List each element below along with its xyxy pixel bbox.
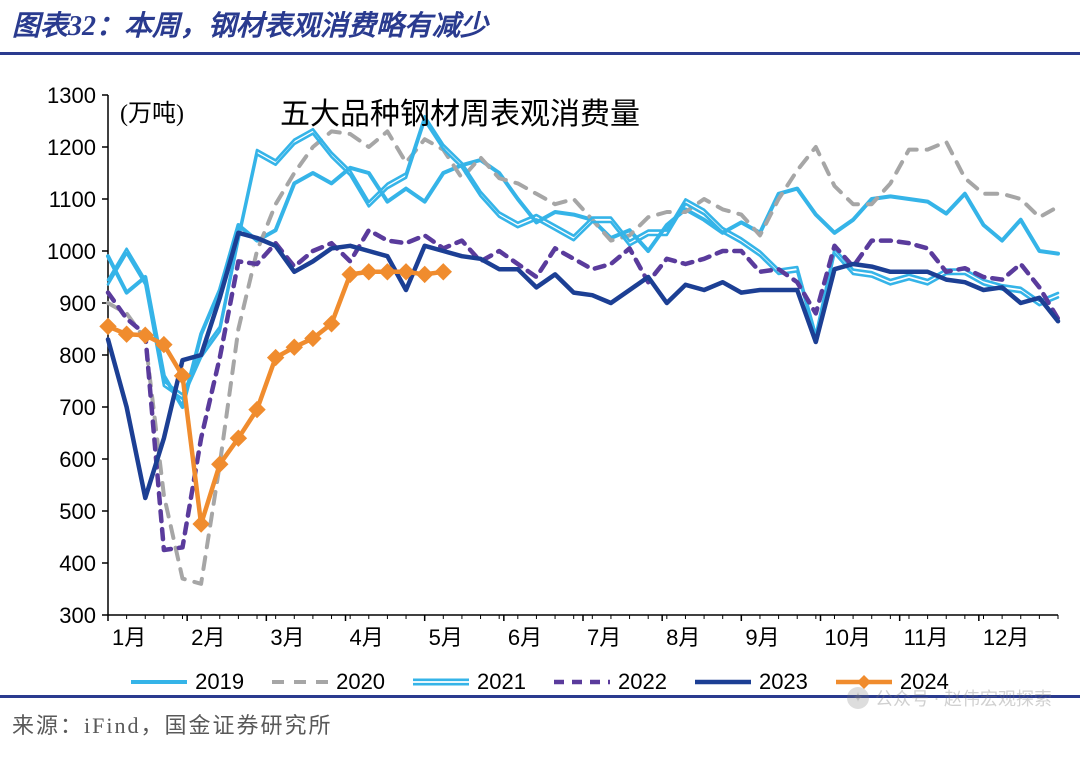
svg-text:800: 800 bbox=[59, 343, 96, 368]
legend-swatch bbox=[554, 671, 610, 693]
svg-text:1月: 1月 bbox=[112, 625, 146, 650]
svg-text:11月: 11月 bbox=[904, 625, 949, 650]
legend-swatch bbox=[131, 671, 187, 693]
svg-text:900: 900 bbox=[59, 291, 96, 316]
legend-swatch bbox=[695, 671, 751, 693]
figure-header-text: 图表32：本周，钢材表观消费略有减少 bbox=[12, 11, 488, 42]
svg-text:4月: 4月 bbox=[350, 625, 384, 650]
chart-title: 五大品种钢材周表观消费量 bbox=[280, 89, 640, 133]
watermark: ✦ 公众号 · 赵伟宏观探索 bbox=[847, 685, 1052, 711]
legend-item-2023: 2023 bbox=[695, 669, 808, 695]
svg-text:400: 400 bbox=[59, 551, 96, 576]
svg-text:6月: 6月 bbox=[508, 625, 542, 650]
legend-label: 2019 bbox=[195, 669, 244, 695]
svg-text:3月: 3月 bbox=[270, 625, 304, 650]
legend-swatch bbox=[272, 671, 328, 693]
watermark-text: 公众号 · 赵伟宏观探索 bbox=[875, 685, 1052, 711]
legend-item-2021: 2021 bbox=[413, 669, 526, 695]
line-chart-svg: 300 400 500 600 700 800 900 1000 1100 1200 1300 1月 2… bbox=[18, 75, 1062, 675]
legend-label: 2022 bbox=[618, 669, 667, 695]
svg-text:1300: 1300 bbox=[47, 83, 96, 108]
source-text: 来源：iFind，国金证券研究所 bbox=[12, 713, 332, 738]
legend-label: 2020 bbox=[336, 669, 385, 695]
svg-text:7月: 7月 bbox=[587, 625, 621, 650]
svg-text:600: 600 bbox=[59, 447, 96, 472]
svg-text:700: 700 bbox=[59, 395, 96, 420]
chart-area: (万吨) 五大品种钢材周表观消费量 300 400 500 600 700 800 900 1… bbox=[0, 55, 1080, 695]
legend-label: 2023 bbox=[759, 669, 808, 695]
svg-text:12月: 12月 bbox=[983, 625, 1029, 650]
svg-text:2月: 2月 bbox=[191, 625, 225, 650]
svg-text:1200: 1200 bbox=[47, 135, 96, 160]
svg-text:1100: 1100 bbox=[49, 187, 96, 212]
figure-header: 图表32：本周，钢材表观消费略有减少 bbox=[0, 0, 1080, 55]
wechat-icon: ✦ bbox=[847, 687, 869, 709]
legend-item-2019: 2019 bbox=[131, 669, 244, 695]
legend-item-2022: 2022 bbox=[554, 669, 667, 695]
svg-text:300: 300 bbox=[59, 603, 96, 628]
legend-item-2020: 2020 bbox=[272, 669, 385, 695]
svg-text:8月: 8月 bbox=[666, 625, 700, 650]
svg-text:9月: 9月 bbox=[745, 625, 779, 650]
legend-label: 2021 bbox=[477, 669, 526, 695]
legend-swatch bbox=[413, 671, 469, 693]
svg-text:10月: 10月 bbox=[825, 625, 871, 650]
svg-text:1000: 1000 bbox=[47, 239, 96, 264]
svg-text:5月: 5月 bbox=[429, 625, 463, 650]
y-unit-label: (万吨) bbox=[120, 93, 184, 128]
svg-text:500: 500 bbox=[59, 499, 96, 524]
